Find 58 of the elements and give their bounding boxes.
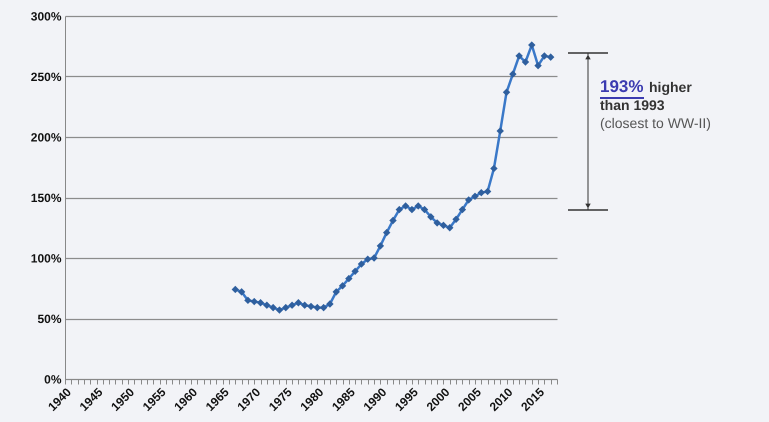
point bbox=[458, 206, 466, 214]
point bbox=[250, 298, 258, 306]
point bbox=[263, 301, 271, 309]
point bbox=[332, 288, 340, 296]
point bbox=[389, 216, 397, 224]
y-tick-label: 50% bbox=[37, 312, 62, 326]
point bbox=[382, 228, 390, 236]
y-tick-label: 100% bbox=[30, 252, 62, 266]
point bbox=[433, 219, 441, 227]
point bbox=[338, 282, 346, 290]
point bbox=[540, 52, 548, 60]
y-tick-label: 300% bbox=[30, 10, 62, 24]
point bbox=[509, 70, 517, 78]
text: 193% higher than 1993 (closest to WW-II) bbox=[600, 77, 711, 131]
point bbox=[358, 260, 366, 268]
point bbox=[320, 304, 328, 312]
point bbox=[364, 256, 372, 263]
point bbox=[314, 304, 322, 312]
y-tick-label: 250% bbox=[30, 70, 62, 84]
point bbox=[408, 206, 416, 214]
point bbox=[307, 302, 315, 310]
point bbox=[402, 202, 410, 210]
point bbox=[496, 127, 504, 135]
point bbox=[326, 300, 334, 308]
point bbox=[427, 213, 435, 221]
point bbox=[528, 41, 536, 49]
point bbox=[502, 88, 510, 96]
point bbox=[256, 299, 264, 306]
point bbox=[515, 52, 523, 60]
point bbox=[484, 188, 492, 196]
point bbox=[238, 288, 246, 296]
point bbox=[370, 254, 378, 262]
point bbox=[396, 206, 404, 214]
point bbox=[294, 299, 302, 306]
point bbox=[232, 286, 240, 294]
point bbox=[269, 304, 277, 312]
point bbox=[288, 301, 296, 309]
point bbox=[446, 224, 454, 232]
point bbox=[300, 301, 308, 309]
point bbox=[546, 53, 554, 61]
point bbox=[351, 268, 359, 276]
point bbox=[464, 196, 472, 204]
point bbox=[244, 296, 252, 304]
y-tick-label: 150% bbox=[30, 191, 62, 205]
y-tick-label: 200% bbox=[30, 130, 62, 144]
point bbox=[282, 304, 290, 312]
point bbox=[345, 274, 353, 282]
point bbox=[414, 202, 422, 210]
point bbox=[420, 206, 428, 214]
point bbox=[276, 306, 284, 314]
point bbox=[376, 242, 384, 250]
point bbox=[490, 164, 498, 172]
point bbox=[522, 58, 530, 66]
point bbox=[534, 62, 542, 70]
point bbox=[478, 188, 486, 196]
point bbox=[452, 216, 460, 223]
point bbox=[440, 222, 448, 230]
y-tick-label: 0% bbox=[44, 372, 62, 386]
